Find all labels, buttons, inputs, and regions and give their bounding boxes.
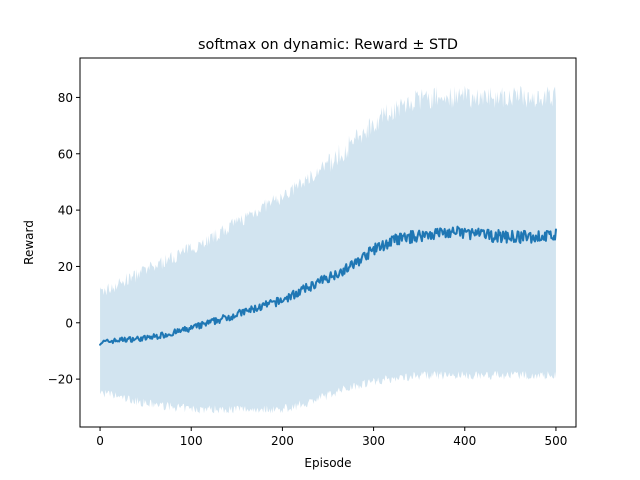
mean-reward-line <box>99 225 557 346</box>
y-tick-label: −20 <box>48 373 73 387</box>
y-tick-label: 40 <box>58 204 73 218</box>
x-tick-label: 500 <box>544 434 567 448</box>
x-axis-label: Episode <box>304 456 351 470</box>
chart-title: softmax on dynamic: Reward ± STD <box>198 37 458 53</box>
std-band <box>100 85 556 414</box>
y-tick-label: 20 <box>58 260 73 274</box>
y-axis-label: Reward <box>22 220 36 265</box>
axes-frame <box>79 57 577 428</box>
x-tick-label: 300 <box>362 434 385 448</box>
plot-area <box>99 85 557 414</box>
x-tick-label: 200 <box>271 434 294 448</box>
x-tick-label: 400 <box>453 434 476 448</box>
y-axis-ticks: −20 0 20 40 60 80 <box>48 91 80 387</box>
x-axis-ticks: 0 100 200 300 400 500 <box>96 427 567 448</box>
x-tick-label: 100 <box>180 434 203 448</box>
x-tick-label: 0 <box>96 434 104 448</box>
y-tick-label: 60 <box>58 147 73 161</box>
y-tick-label: 0 <box>65 316 73 330</box>
y-tick-label: 80 <box>58 91 73 105</box>
